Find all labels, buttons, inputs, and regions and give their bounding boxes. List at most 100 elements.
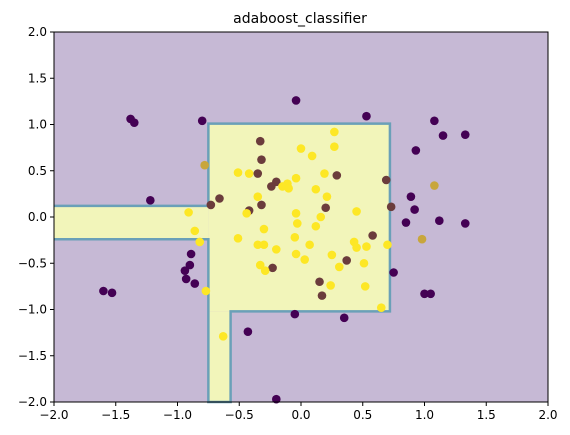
data-point-81 bbox=[383, 240, 392, 250]
data-point-22 bbox=[107, 288, 117, 298]
data-point-91 bbox=[326, 281, 335, 290]
data-point-56 bbox=[244, 169, 254, 178]
data-point-35 bbox=[381, 175, 391, 185]
data-point-40 bbox=[257, 200, 266, 210]
data-point-60 bbox=[284, 184, 293, 193]
data-point-44 bbox=[315, 277, 324, 287]
data-point-7 bbox=[460, 130, 470, 139]
y-tick-label-0: −2.0 bbox=[18, 395, 47, 409]
x-tick-label-2: −1.0 bbox=[163, 408, 192, 422]
data-point-33 bbox=[272, 177, 281, 187]
data-point-29 bbox=[255, 136, 265, 146]
data-point-74 bbox=[253, 240, 263, 250]
data-point-69 bbox=[292, 219, 302, 228]
data-point-57 bbox=[291, 173, 301, 183]
y-tick-label-4: 0.0 bbox=[28, 210, 47, 224]
data-point-71 bbox=[190, 226, 200, 236]
data-point-51 bbox=[330, 142, 339, 151]
data-point-53 bbox=[296, 144, 306, 153]
data-point-26 bbox=[339, 313, 349, 323]
data-point-66 bbox=[352, 207, 361, 216]
data-point-10 bbox=[406, 192, 416, 201]
data-point-77 bbox=[305, 240, 314, 250]
data-point-95 bbox=[218, 332, 228, 341]
y-tick-label-2: −1.0 bbox=[18, 303, 47, 317]
data-point-17 bbox=[180, 266, 190, 275]
data-point-94 bbox=[376, 303, 386, 312]
data-point-54 bbox=[320, 169, 329, 178]
data-point-28 bbox=[272, 394, 281, 404]
data-point-23 bbox=[420, 289, 429, 299]
data-point-13 bbox=[435, 216, 444, 225]
data-point-42 bbox=[368, 231, 377, 240]
data-point-20 bbox=[389, 268, 398, 277]
y-tick-label-8: 2.0 bbox=[28, 25, 47, 39]
data-point-79 bbox=[352, 243, 361, 252]
data-point-89 bbox=[334, 262, 344, 272]
data-point-36 bbox=[386, 202, 396, 212]
y-axis: −2.0 −1.5 −1.0 −0.5 0.0 0.5 1.0 1.5 2.0 bbox=[18, 25, 54, 409]
data-point-92 bbox=[360, 282, 370, 291]
data-point-24 bbox=[426, 289, 435, 299]
positive-region-2 bbox=[208, 311, 231, 402]
data-point-25 bbox=[290, 309, 300, 319]
data-point-48 bbox=[430, 181, 439, 190]
data-point-52 bbox=[307, 151, 317, 161]
data-point-3 bbox=[129, 118, 139, 127]
data-point-50 bbox=[330, 127, 339, 137]
data-point-1 bbox=[362, 111, 371, 121]
data-point-88 bbox=[260, 266, 270, 275]
data-point-0 bbox=[291, 96, 301, 105]
data-point-85 bbox=[300, 255, 310, 264]
data-point-80 bbox=[362, 242, 371, 251]
data-point-68 bbox=[316, 212, 326, 222]
data-point-45 bbox=[317, 291, 327, 300]
data-point-65 bbox=[291, 209, 301, 218]
data-point-19 bbox=[190, 279, 200, 288]
data-point-5 bbox=[430, 116, 439, 126]
x-tick-label-5: 0.5 bbox=[353, 408, 372, 422]
data-point-6 bbox=[438, 131, 448, 140]
data-point-76 bbox=[290, 233, 300, 242]
x-tick-label-6: 1.0 bbox=[415, 408, 434, 422]
data-point-67 bbox=[184, 208, 193, 217]
data-point-34 bbox=[332, 171, 342, 180]
data-point-61 bbox=[311, 184, 321, 194]
data-point-47 bbox=[200, 160, 209, 170]
data-point-30 bbox=[257, 155, 266, 164]
data-point-31 bbox=[253, 169, 263, 178]
data-point-9 bbox=[146, 196, 155, 205]
data-point-82 bbox=[195, 237, 205, 247]
chart-title: adaboost_classifier bbox=[233, 11, 367, 27]
data-point-4 bbox=[197, 116, 207, 126]
positive-region-1 bbox=[208, 123, 390, 312]
y-tick-label-6: 1.0 bbox=[28, 118, 47, 132]
x-tick-label-1: −1.5 bbox=[101, 408, 130, 422]
data-point-46 bbox=[268, 263, 277, 273]
data-point-21 bbox=[99, 286, 108, 296]
data-points bbox=[99, 96, 470, 404]
data-point-12 bbox=[401, 218, 411, 227]
data-point-11 bbox=[410, 205, 419, 214]
data-point-84 bbox=[291, 249, 301, 259]
data-point-49 bbox=[417, 234, 427, 244]
x-tick-label-4: 0.0 bbox=[291, 408, 310, 422]
y-tick-label-5: 0.5 bbox=[28, 164, 47, 178]
data-point-43 bbox=[342, 256, 351, 265]
y-tick-label-1: −1.5 bbox=[18, 349, 47, 363]
data-point-18 bbox=[181, 274, 191, 284]
data-point-83 bbox=[272, 245, 281, 254]
data-point-8 bbox=[411, 146, 421, 155]
plot-area bbox=[53, 31, 549, 404]
data-point-73 bbox=[233, 233, 243, 243]
data-point-93 bbox=[201, 286, 211, 296]
data-point-27 bbox=[243, 327, 253, 337]
data-point-72 bbox=[259, 224, 269, 234]
data-point-55 bbox=[233, 168, 243, 177]
data-point-70 bbox=[311, 221, 321, 231]
y-tick-label-7: 1.5 bbox=[28, 71, 47, 85]
data-point-16 bbox=[185, 260, 195, 270]
data-point-37 bbox=[215, 194, 224, 203]
data-point-86 bbox=[327, 250, 337, 260]
